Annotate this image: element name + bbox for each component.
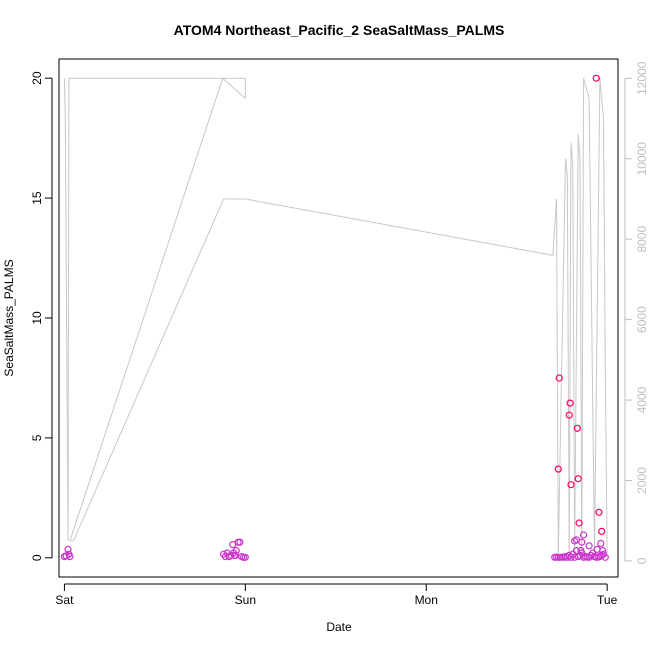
data-point [241, 553, 249, 561]
secondary-line-segment [588, 98, 595, 553]
data-point [597, 539, 605, 548]
data-point [578, 538, 586, 546]
secondary-line-segment [604, 367, 608, 553]
y2-tick-label: 6000 [635, 306, 649, 333]
x-tick-label: Tue [597, 593, 618, 607]
data-point [573, 424, 581, 432]
scatter-points [60, 74, 609, 561]
secondary-line-segment [574, 134, 579, 553]
y2-tick-label: 0 [635, 557, 649, 564]
secondary-line-segment [245, 198, 553, 256]
y2-tick-label: 12000 [635, 61, 649, 95]
y-tick-label: 0 [30, 554, 44, 561]
secondary-line-segment [583, 78, 590, 99]
data-point [598, 527, 606, 536]
secondary-line-segment [568, 142, 572, 553]
y-axis-right: 0 2000 4000 6000 8000 10000 12000 [624, 61, 649, 564]
secondary-line-segment [557, 158, 566, 553]
secondary-line-segment [572, 166, 576, 553]
y-tick-label: 15 [30, 191, 44, 205]
data-point [585, 542, 593, 550]
data-point [563, 553, 571, 561]
secondary-line-segment [67, 78, 70, 541]
secondary-series-line [63, 77, 608, 553]
secondary-line-segment [222, 77, 246, 99]
secondary-line-segment [552, 198, 557, 256]
y-tick-label: 20 [30, 71, 44, 85]
secondary-line-segment [73, 198, 225, 542]
data-point [577, 546, 585, 555]
x-tick-label: Sat [55, 593, 74, 607]
data-point [64, 545, 72, 554]
data-point [555, 374, 563, 382]
secondary-line-segment [69, 78, 224, 541]
x-axis-label: Date [326, 620, 352, 634]
y-tick-label: 5 [30, 434, 44, 441]
data-point [565, 411, 573, 419]
data-point [590, 552, 599, 561]
secondary-line-segment [577, 134, 581, 159]
x-tick-label: Sun [235, 593, 256, 607]
data-point [231, 551, 239, 560]
data-point [592, 74, 600, 82]
data-point [66, 552, 74, 561]
secondary-line-segment [570, 142, 574, 167]
y-tick-label: 10 [30, 311, 44, 325]
secondary-line-segment [603, 118, 606, 368]
data-point [598, 546, 607, 555]
secondary-line-segment [566, 174, 570, 553]
data-point [567, 481, 575, 489]
plot-frame [58, 58, 619, 578]
data-point [554, 465, 562, 473]
data-point [595, 508, 603, 516]
y2-tick-label: 10000 [635, 142, 649, 176]
x-axis: Sat Sun Mon Tue [55, 583, 618, 607]
secondary-line-segment [594, 78, 601, 553]
data-point [236, 538, 244, 546]
secondary-line-segment [565, 158, 568, 175]
y2-tick-label: 2000 [635, 467, 649, 494]
data-point [574, 475, 582, 483]
x-tick-label: Mon [415, 593, 438, 607]
data-point [601, 553, 609, 561]
data-point [579, 531, 588, 539]
chart-title: ATOM4 Northeast_Pacific_2 SeaSaltMass_PA… [174, 22, 505, 38]
y-axis-left: 0 5 10 15 20 [30, 71, 53, 561]
y2-tick-label: 4000 [635, 386, 649, 413]
secondary-line-segment [579, 158, 583, 553]
data-point [221, 552, 229, 561]
y2-tick-label: 8000 [635, 226, 649, 253]
secondary-line-segment [581, 78, 585, 553]
data-point [575, 519, 583, 527]
data-point [566, 399, 574, 407]
y-axis-label: SeaSaltMass_PALMS [2, 259, 16, 376]
secondary-line-segment [599, 78, 604, 119]
data-point [589, 549, 597, 557]
secondary-line-segment [64, 118, 69, 541]
secondary-line-segment [63, 78, 66, 119]
